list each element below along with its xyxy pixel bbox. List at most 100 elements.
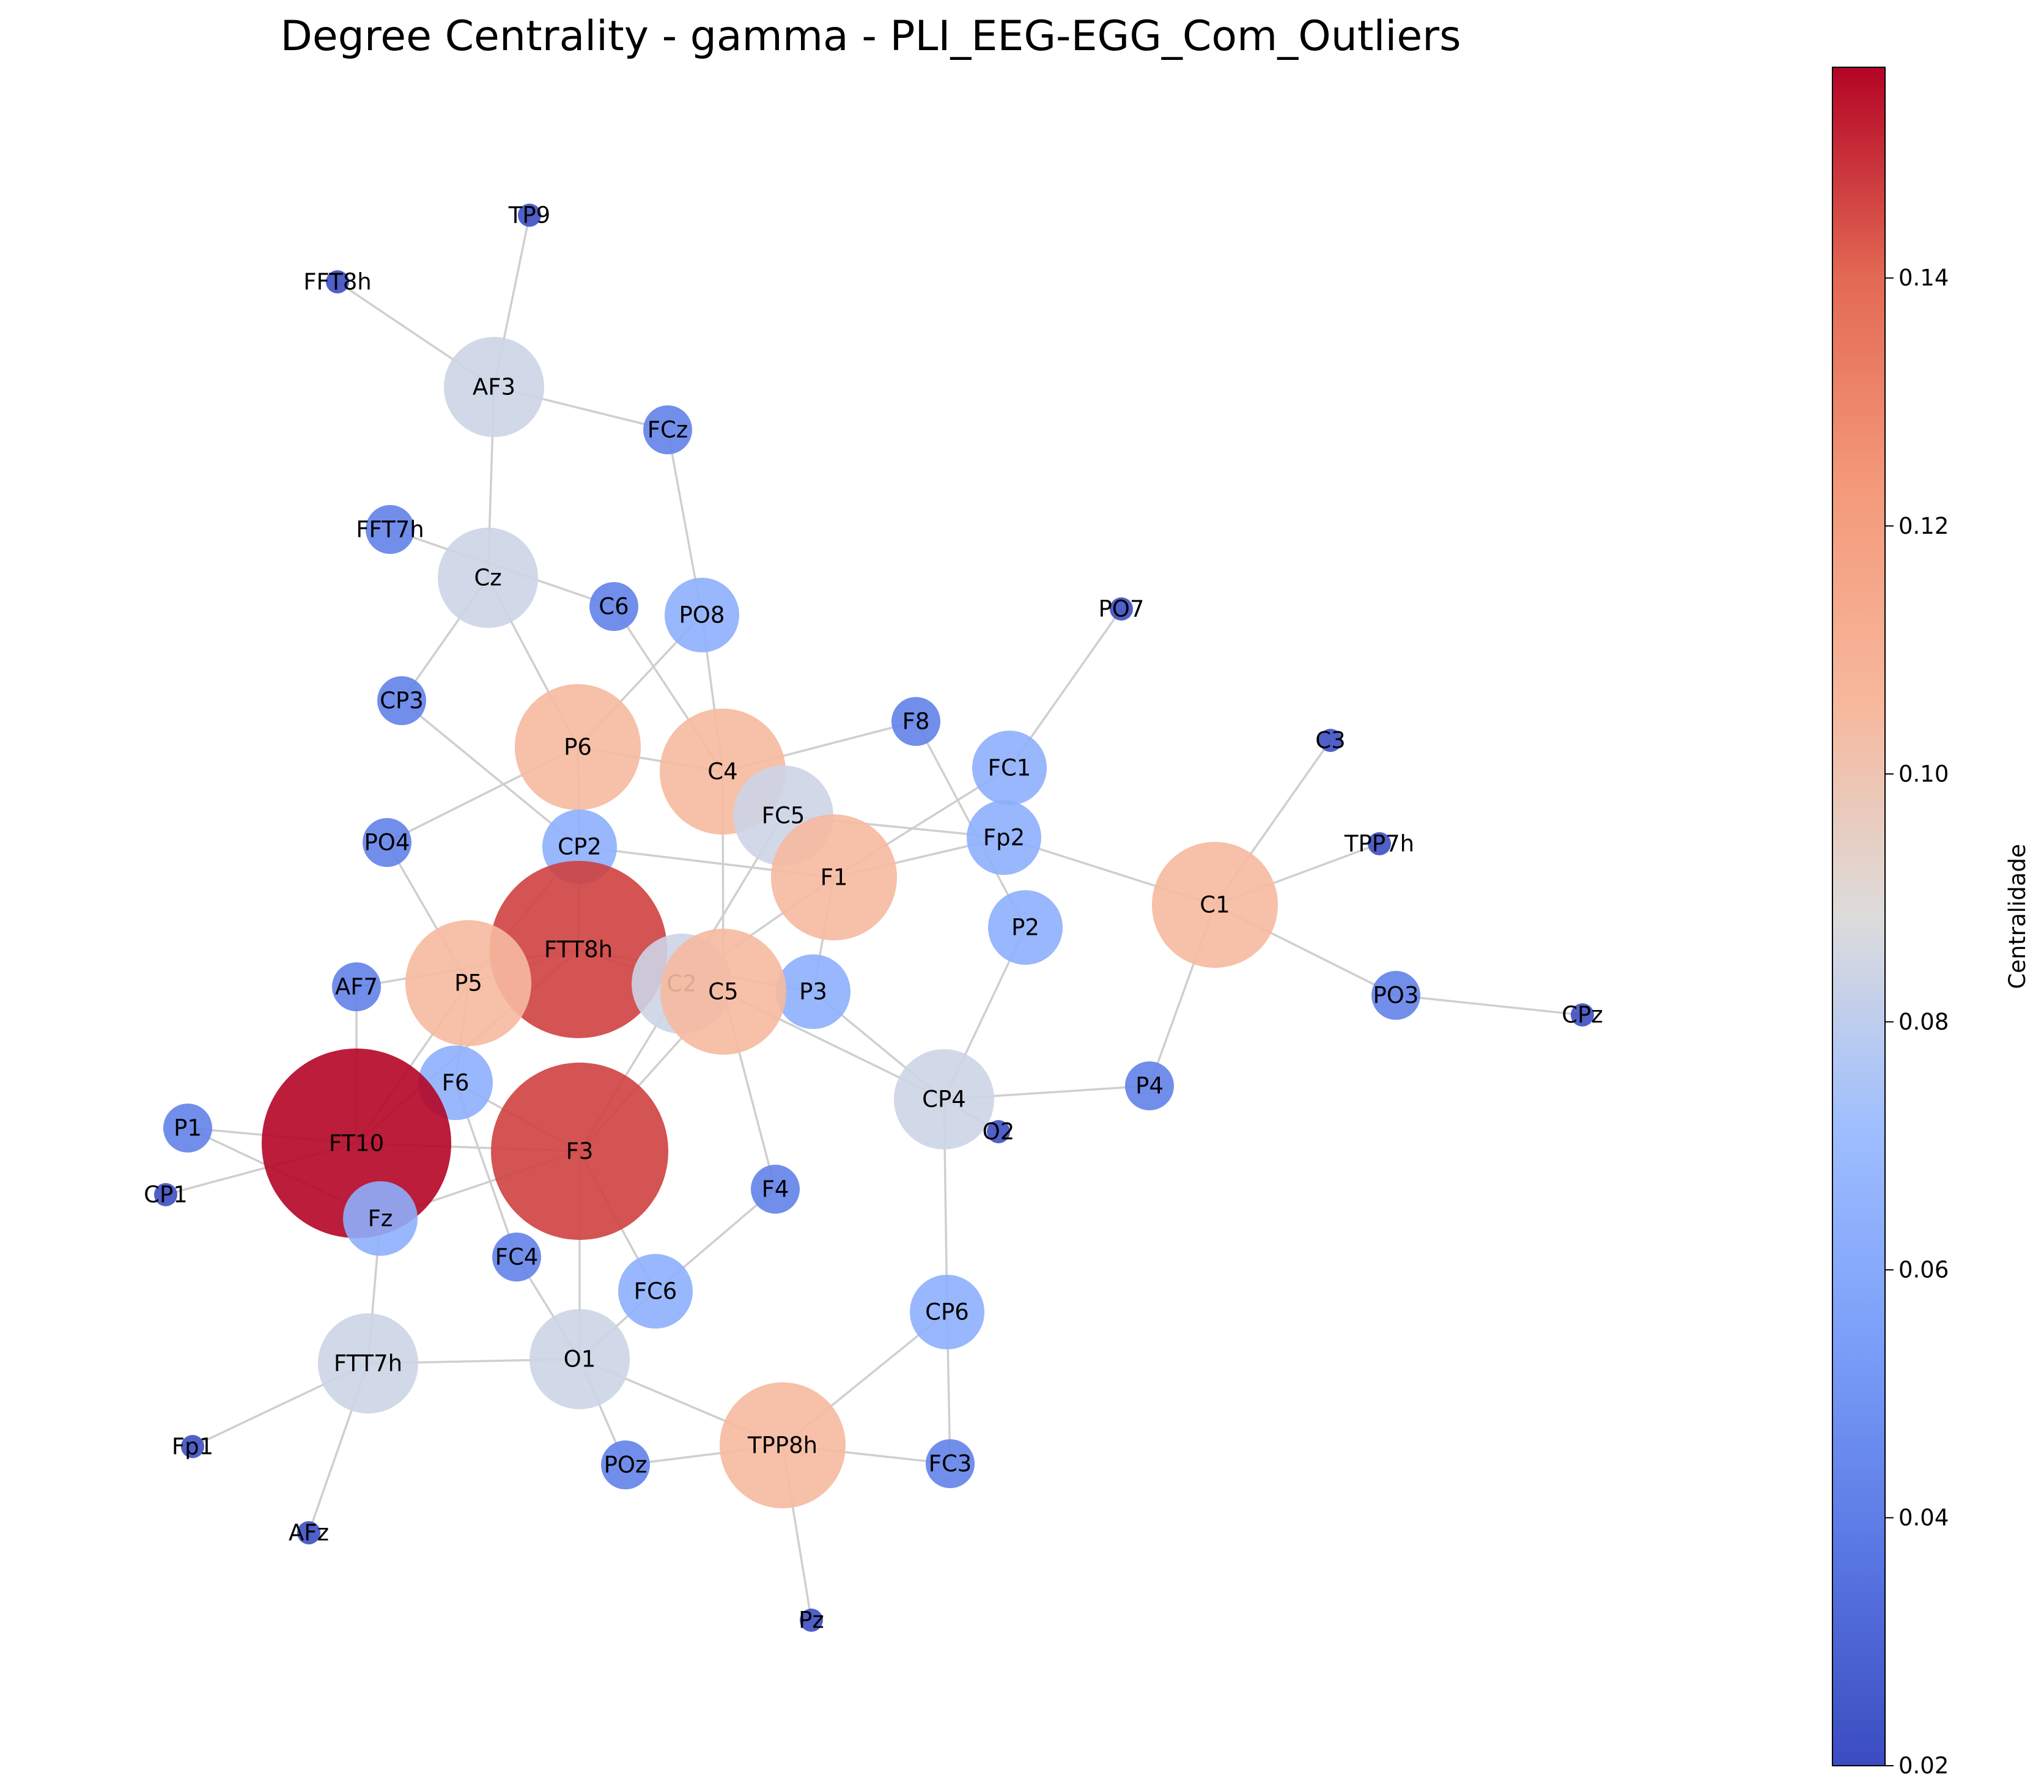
- colorbar-tick-label: 0.08: [1898, 1009, 1949, 1035]
- node-label-C3: C3: [1315, 728, 1345, 754]
- node-circle-C6: [589, 582, 638, 631]
- node-CP1: CP1: [144, 1182, 188, 1208]
- node-label-FTT7h: FTT7h: [334, 1351, 402, 1377]
- node-circle-AF7: [332, 962, 381, 1011]
- node-label-FFT7h: FFT7h: [356, 517, 424, 543]
- node-circle-P5: [405, 920, 531, 1046]
- node-TPP8h: TPP8h: [720, 1382, 846, 1508]
- node-circle-FTT7h: [318, 1313, 418, 1414]
- node-label-AF7: AF7: [335, 974, 378, 1000]
- node-label-CP6: CP6: [925, 1299, 969, 1326]
- node-circle-P4: [1125, 1061, 1174, 1110]
- node-AF7: AF7: [332, 962, 381, 1011]
- node-label-P3: P3: [799, 979, 827, 1005]
- node-circle-AF3: [444, 337, 544, 437]
- node-label-C6: C6: [599, 594, 629, 620]
- node-label-F8: F8: [902, 709, 930, 735]
- node-PO8: PO8: [665, 578, 739, 652]
- node-Cz: Cz: [438, 528, 538, 628]
- node-circle-TPP7h: [1368, 832, 1391, 855]
- node-label-CP4: CP4: [922, 1086, 966, 1113]
- node-AF3: AF3: [444, 337, 544, 437]
- node-circle-CP4: [894, 1049, 994, 1149]
- node-circle-O2: [987, 1120, 1010, 1143]
- node-CP3: CP3: [377, 676, 426, 725]
- node-circle-Pz: [800, 1609, 823, 1632]
- node-PO3: PO3: [1371, 971, 1420, 1020]
- node-FC3: FC3: [926, 1439, 975, 1488]
- node-circle-F8: [891, 697, 940, 746]
- node-label-P1: P1: [174, 1115, 202, 1141]
- edge-PO3-CPz: [1395, 994, 1583, 1016]
- node-circle-FC6: [618, 1254, 693, 1329]
- node-circle-TP9: [518, 204, 541, 227]
- node-circle-P6: [515, 684, 641, 810]
- node-circle-POz: [601, 1440, 650, 1489]
- node-label-P5: P5: [454, 970, 482, 997]
- node-circle-TPP8h: [720, 1382, 846, 1508]
- node-label-F3: F3: [566, 1138, 594, 1165]
- colorbar-tick-label: 0.12: [1898, 513, 1949, 539]
- node-label-CP2: CP2: [558, 834, 602, 860]
- node-FC1: FC1: [972, 731, 1047, 805]
- node-FC6: FC6: [618, 1254, 693, 1329]
- node-TP9: TP9: [508, 202, 550, 229]
- colorbar-tick-label: 0.02: [1898, 1753, 1949, 1779]
- node-label-POz: POz: [604, 1452, 648, 1478]
- node-P4: P4: [1125, 1061, 1174, 1110]
- node-label-FFT8h: FFT8h: [303, 269, 372, 295]
- colorbar-tick-label: 0.14: [1898, 265, 1949, 291]
- node-label-AFz: AFz: [289, 1520, 329, 1546]
- node-FFT8h: FFT8h: [303, 269, 372, 295]
- node-C1: C1: [1152, 842, 1278, 968]
- node-FCz: FCz: [643, 405, 692, 454]
- node-label-FC1: FC1: [988, 755, 1031, 781]
- node-circle-Fz: [343, 1181, 418, 1256]
- node-circle-CP1: [154, 1183, 177, 1206]
- node-P5: P5: [405, 920, 531, 1046]
- node-F1: F1: [771, 814, 897, 940]
- node-label-TPP8h: TPP8h: [747, 1432, 817, 1459]
- node-circle-Fp1: [181, 1435, 204, 1458]
- node-label-Cz: Cz: [474, 565, 501, 591]
- node-label-FCz: FCz: [648, 417, 688, 443]
- node-Fz: Fz: [343, 1181, 418, 1256]
- node-label-Fz: Fz: [368, 1206, 393, 1232]
- node-label-CP3: CP3: [380, 688, 424, 714]
- node-circle-P3: [776, 954, 850, 1029]
- node-circle-FC4: [492, 1233, 541, 1281]
- node-label-C1: C1: [1200, 892, 1230, 918]
- node-label-Fp1: Fp1: [172, 1434, 213, 1460]
- node-circle-F4: [751, 1165, 800, 1214]
- node-P1: P1: [163, 1104, 212, 1152]
- node-circle-CP3: [377, 676, 426, 725]
- node-label-PO4: PO4: [364, 830, 410, 856]
- node-POz: POz: [601, 1440, 650, 1489]
- node-label-Pz: Pz: [799, 1607, 824, 1634]
- colorbar-gradient: [1832, 67, 1886, 1766]
- node-P2: P2: [988, 890, 1063, 965]
- node-label-F4: F4: [762, 1176, 789, 1203]
- node-CPz: CPz: [1562, 1002, 1603, 1028]
- node-label-F1: F1: [821, 865, 848, 891]
- node-circle-Fp2: [967, 800, 1041, 875]
- node-label-P2: P2: [1011, 915, 1039, 941]
- colorbar-label: Centralidade: [2004, 844, 2031, 989]
- node-layer: TP9 FFT8h AF3 FCz FFT7h Cz C6 PO8 PO7 CP3 F8 C3 P6 C4…: [144, 202, 1603, 1634]
- node-F4: F4: [751, 1165, 800, 1214]
- node-circle-CPz: [1571, 1003, 1594, 1027]
- edge-CP3-CP2: [400, 699, 581, 848]
- node-label-TPP7h: TPP7h: [1344, 831, 1414, 857]
- node-circle-P2: [988, 890, 1063, 965]
- node-label-F6: F6: [442, 1070, 470, 1096]
- node-Pz: Pz: [799, 1607, 824, 1634]
- node-circle-CP6: [910, 1275, 984, 1349]
- node-label-O1: O1: [564, 1346, 596, 1373]
- node-AFz: AFz: [289, 1520, 329, 1546]
- node-circle-PO3: [1371, 971, 1420, 1020]
- node-circle-FC1: [972, 731, 1047, 805]
- node-circle-F1: [771, 814, 897, 940]
- node-label-FTT8h: FTT8h: [544, 937, 613, 963]
- node-FTT7h: FTT7h: [318, 1313, 418, 1414]
